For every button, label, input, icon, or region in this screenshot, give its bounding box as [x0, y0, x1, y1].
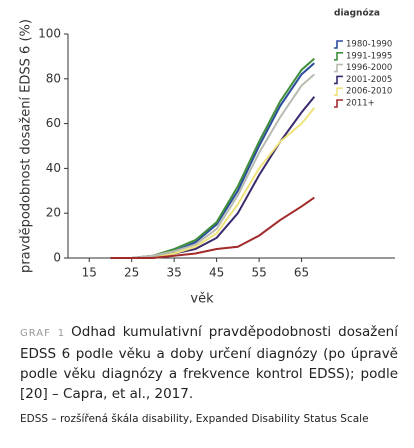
x-tick-label: 65 — [294, 266, 309, 280]
legend-swatch — [334, 63, 343, 73]
series-line — [110, 62, 315, 259]
legend-label: 1991-1995 — [346, 51, 392, 61]
x-tick-label: 45 — [209, 266, 224, 280]
x-axis-label: věk — [190, 292, 214, 307]
legend-swatch — [334, 99, 343, 108]
y-tick-label: 60 — [46, 116, 61, 130]
legend-swatch — [334, 75, 343, 85]
caption-text: Odhad kumulativní pravděpodobnosti dosaž… — [20, 324, 398, 402]
series-line — [110, 73, 315, 259]
y-tick-label: 100 — [38, 27, 61, 41]
chart: pravděpodobnost dosažení EDSS 6 (%) věk … — [19, 8, 395, 307]
footnote: EDSS – rozšířená škála disability, Expan… — [20, 413, 369, 425]
y-tick-label: 80 — [46, 71, 61, 85]
series-line — [110, 96, 316, 259]
caption-label: GRAF 1 — [20, 328, 66, 339]
x-tick-label: 25 — [124, 266, 139, 280]
y-tick-label: 20 — [46, 206, 61, 220]
x-tick-label: 15 — [82, 266, 97, 280]
y-tick-label: 40 — [46, 161, 61, 175]
legend-label: 1980-1990 — [346, 40, 392, 50]
x-tick-label: 35 — [167, 266, 182, 280]
x-tick-label: 55 — [251, 266, 266, 280]
series-line — [110, 107, 316, 259]
legend-label: 2011+ — [346, 99, 375, 109]
series-line — [110, 196, 315, 259]
legend-swatch — [334, 87, 343, 96]
y-tick-label: 0 — [53, 251, 61, 265]
legend-label: 1996-2000 — [346, 63, 392, 73]
legend-swatch — [334, 40, 343, 49]
legend-label: 2006-2010 — [346, 87, 392, 97]
caption: GRAF 1 Odhad kumulativní pravděpodobnosti… — [20, 322, 398, 404]
y-axis-label: pravděpodobnost dosažení EDSS 6 (%) — [19, 19, 34, 273]
legend-swatch — [334, 52, 343, 61]
legend-title: diagnóza — [334, 8, 380, 19]
legend-label: 2001-2005 — [346, 75, 392, 85]
